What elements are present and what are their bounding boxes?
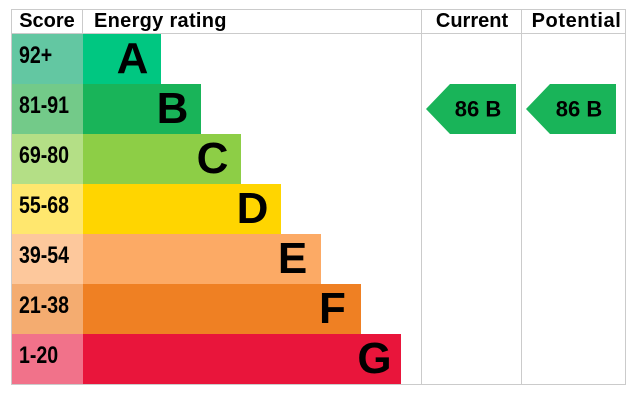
svg-text:86 B: 86 B [556,97,602,122]
svg-text:86 B: 86 B [455,97,501,122]
